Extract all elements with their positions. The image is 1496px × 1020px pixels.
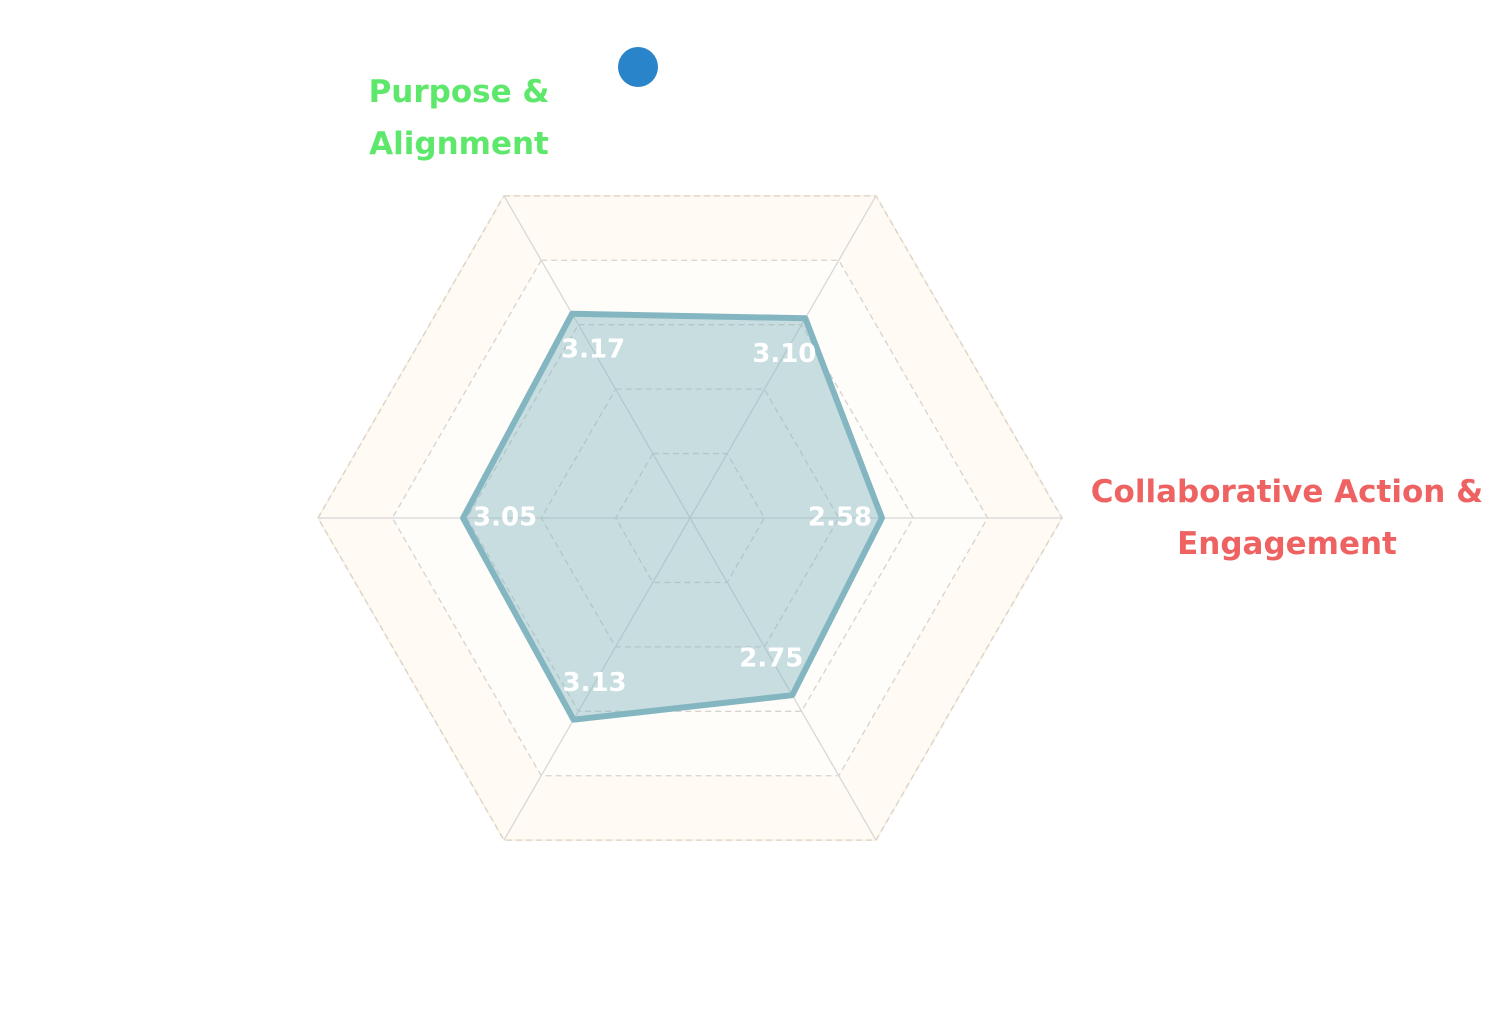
legend-marker [618, 47, 658, 87]
data-area [460, 310, 885, 723]
value-label: 3.05 [473, 503, 537, 533]
value-label: 2.75 [739, 643, 803, 673]
value-label: 3.13 [562, 668, 626, 698]
value-label: 2.58 [808, 503, 872, 533]
spoke [689, 195, 877, 519]
spoke [503, 517, 691, 841]
value-label: 3.10 [752, 339, 816, 369]
spoke [503, 195, 691, 519]
axis-label: Collaborative Action & Engagement [1090, 474, 1484, 562]
value-label: 3.17 [561, 335, 625, 365]
spoke [689, 517, 877, 841]
axis-label: Purpose & Alignment [368, 73, 550, 162]
